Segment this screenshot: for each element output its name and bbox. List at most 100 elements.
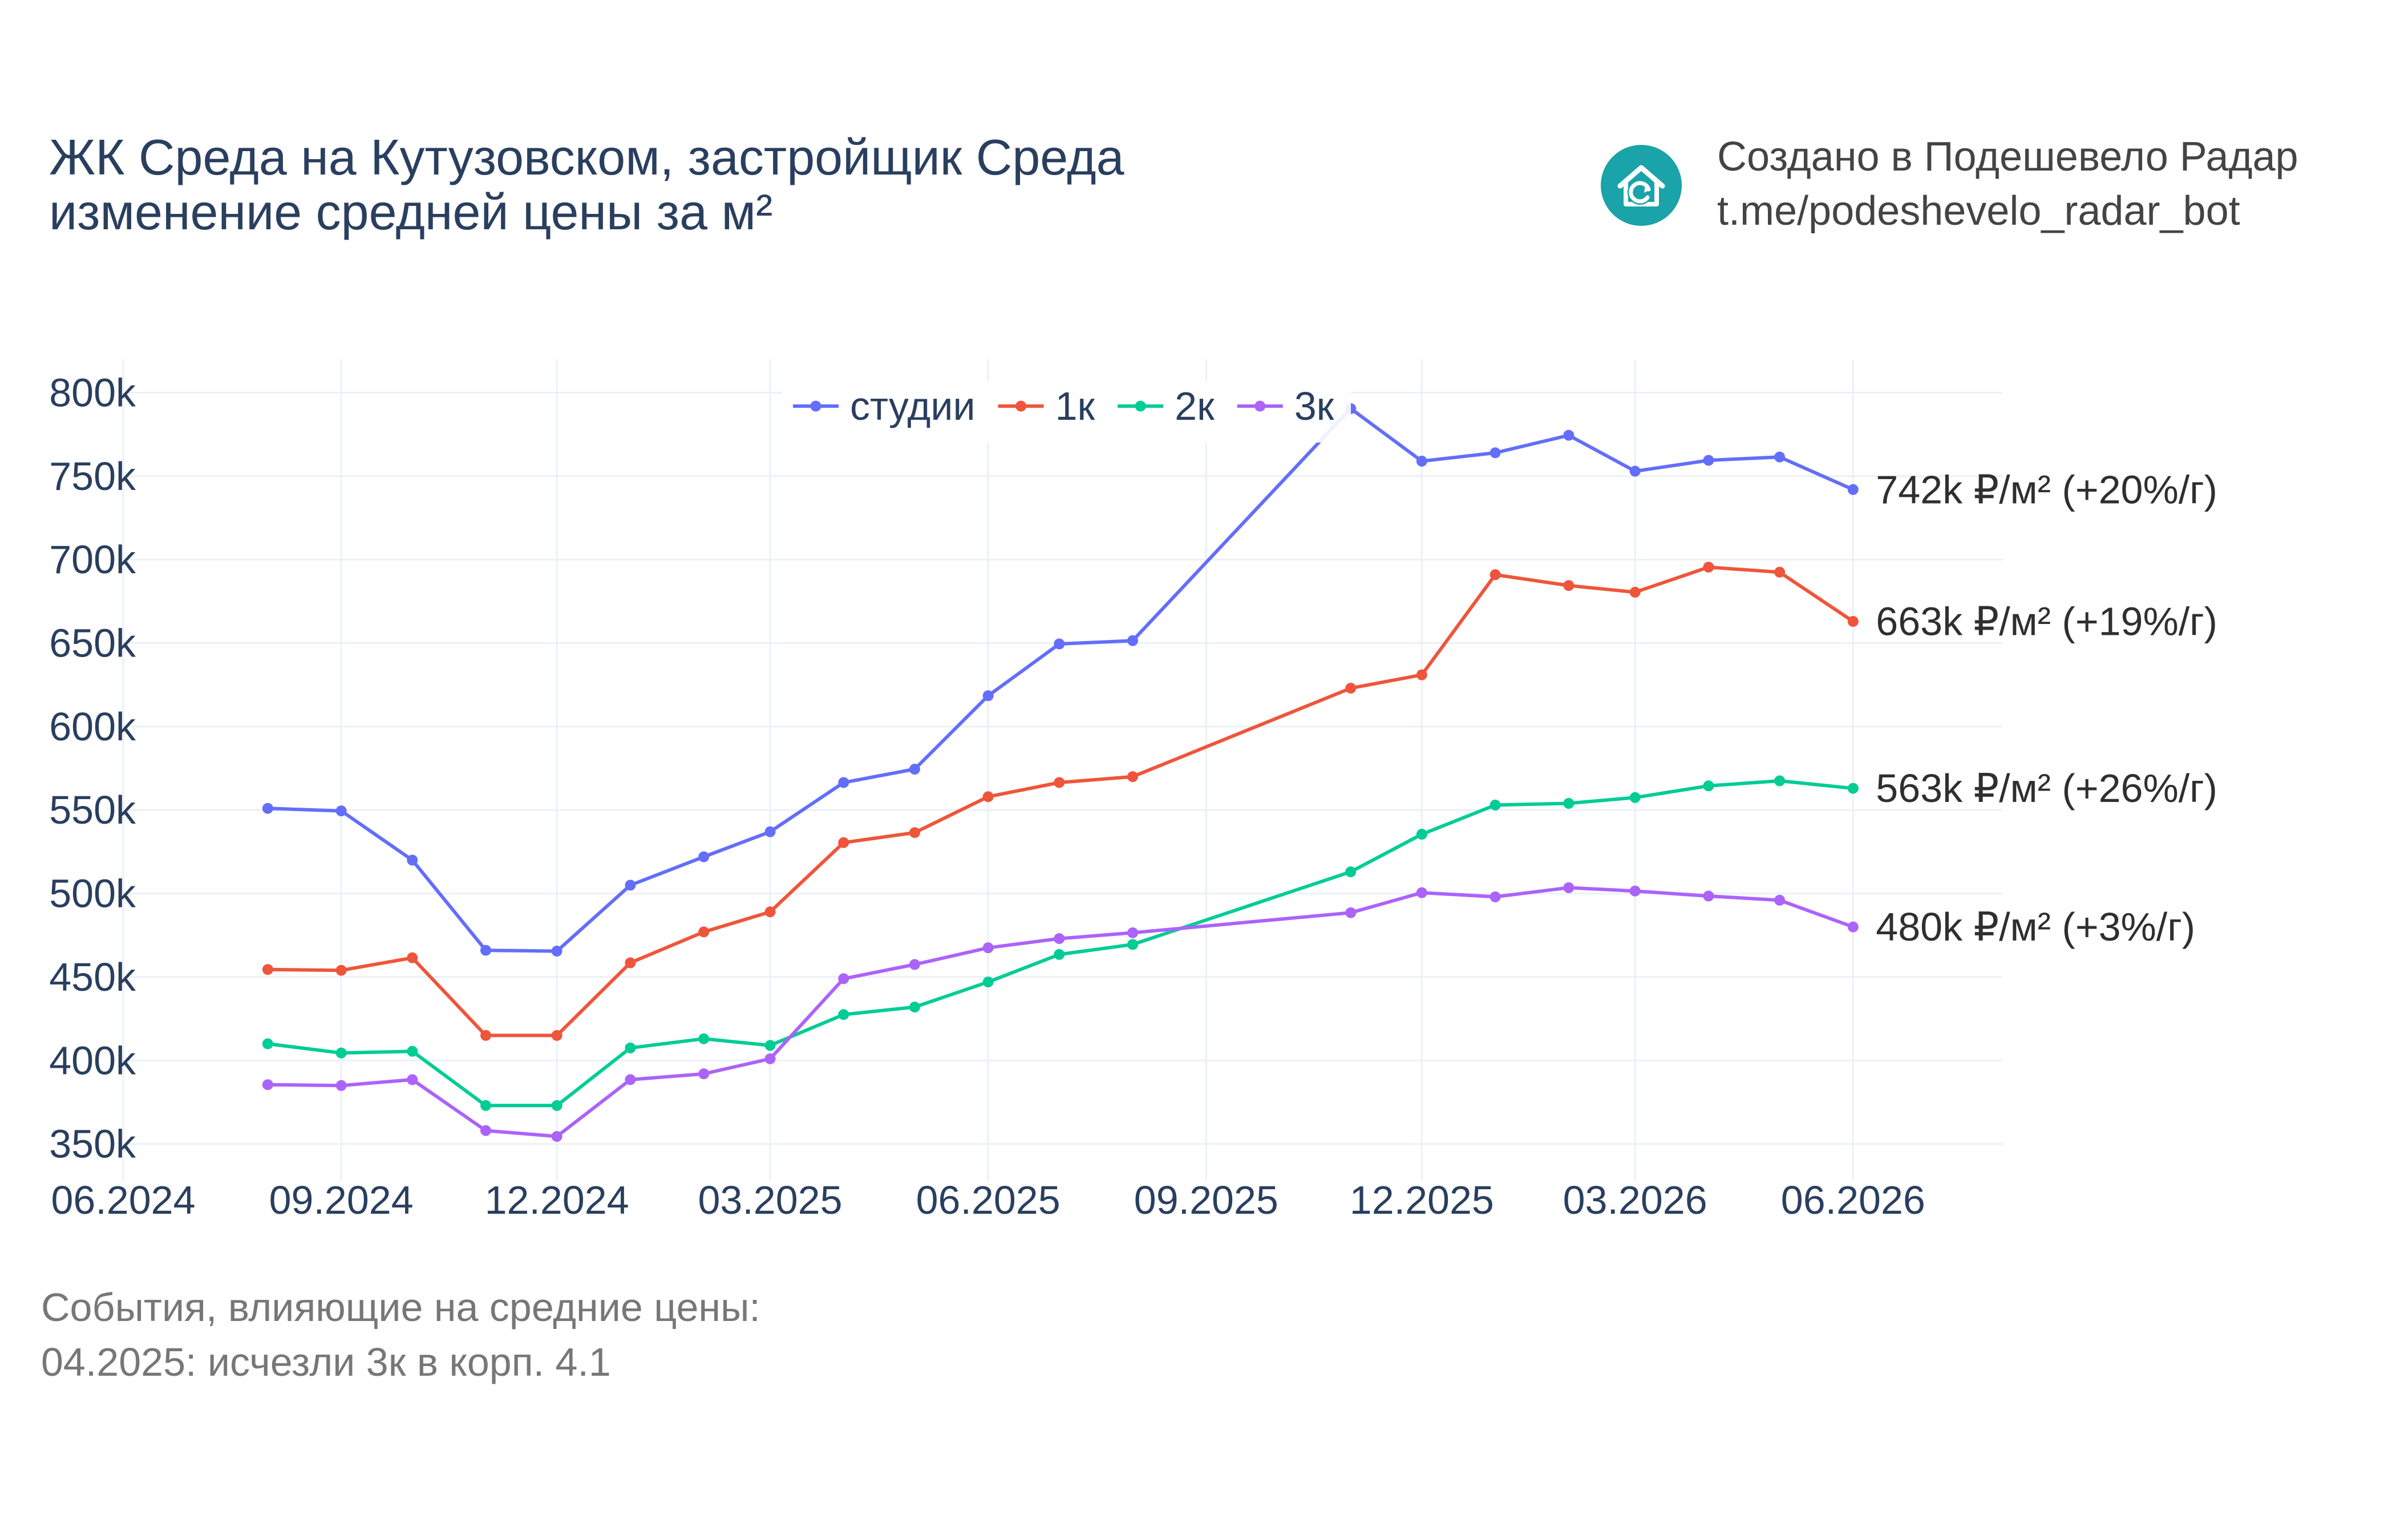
- data-point: [625, 1042, 636, 1053]
- legend-item-2к: 2к: [1118, 384, 1215, 428]
- data-point: [909, 827, 920, 838]
- data-point: [838, 1009, 849, 1020]
- data-point: [1416, 669, 1427, 680]
- y-tick-label: 450k: [49, 955, 136, 999]
- x-tick-label: 12.2025: [1350, 1178, 1494, 1222]
- data-point: [1703, 780, 1714, 792]
- legend-label: 1к: [1055, 384, 1095, 428]
- data-point: [1703, 455, 1714, 466]
- data-point: [1703, 890, 1714, 902]
- data-point: [1774, 894, 1786, 906]
- end-label: 480k ₽/м² (+3%/г): [1876, 905, 2195, 949]
- data-point: [262, 1079, 273, 1091]
- data-point: [480, 945, 492, 956]
- credit-line-1: Создано в Подешевело Радар: [1717, 134, 2298, 180]
- data-point: [551, 1100, 562, 1111]
- data-point: [407, 1074, 418, 1085]
- data-point: [982, 976, 994, 988]
- chart-title: ЖК Среда на Кутузовском, застройщик Сред…: [49, 130, 1124, 240]
- data-point: [1345, 683, 1357, 694]
- y-tick-label: 400k: [49, 1038, 136, 1083]
- data-point: [1774, 566, 1786, 578]
- data-point: [551, 1130, 562, 1142]
- data-point: [1416, 887, 1427, 898]
- data-point: [335, 964, 347, 976]
- y-tick-label: 550k: [49, 788, 136, 832]
- data-point: [838, 777, 849, 788]
- data-point: [1416, 456, 1427, 467]
- x-tick-label: 12.2024: [485, 1178, 629, 1222]
- data-point: [1629, 465, 1641, 477]
- data-point: [838, 973, 849, 984]
- data-point: [909, 764, 920, 775]
- legend-swatch-marker: [1015, 400, 1027, 412]
- data-point: [407, 952, 418, 963]
- data-point: [1054, 933, 1065, 945]
- data-point: [764, 906, 776, 918]
- legend-swatch-marker: [810, 400, 821, 412]
- title-line-1: ЖК Среда на Кутузовском, застройщик Сред…: [49, 129, 1124, 185]
- data-point: [1847, 484, 1859, 495]
- data-point: [1127, 927, 1139, 938]
- data-point: [1490, 799, 1501, 810]
- events-block: События, влияющие на средние цены: 04.20…: [41, 1280, 760, 1389]
- events-heading: События, влияющие на средние цены:: [41, 1285, 760, 1330]
- data-point: [551, 946, 562, 957]
- data-point: [1345, 907, 1357, 918]
- x-tick-label: 09.2024: [269, 1178, 414, 1222]
- data-point: [1703, 561, 1714, 573]
- data-point: [698, 851, 710, 862]
- credit-block: Создано в Подешевело Радар t.me/podeshev…: [1717, 130, 2298, 238]
- house-refresh-icon: [1601, 145, 1682, 226]
- credit-link[interactable]: t.me/podeshevelo_radar_bot: [1717, 188, 2240, 234]
- data-point: [480, 1030, 492, 1041]
- data-point: [407, 1045, 418, 1057]
- data-point: [1563, 882, 1575, 893]
- data-point: [480, 1125, 492, 1136]
- data-point: [1629, 586, 1641, 598]
- data-point: [480, 1100, 492, 1111]
- series-line: [268, 407, 1854, 953]
- y-tick-label: 700k: [49, 537, 136, 582]
- data-point: [1563, 580, 1575, 591]
- data-point: [1563, 798, 1575, 809]
- series-line: [268, 886, 1854, 1138]
- data-point: [1563, 429, 1575, 441]
- y-tick-label: 500k: [49, 872, 136, 916]
- data-point: [1416, 829, 1427, 840]
- end-label: 663k ₽/м² (+19%/г): [1876, 599, 2217, 644]
- y-tick-label: 800k: [49, 371, 136, 415]
- series-line: [268, 565, 1854, 1038]
- end-label: 563k ₽/м² (+26%/г): [1876, 766, 2217, 810]
- legend-item-студии: студии: [793, 384, 976, 428]
- data-point: [1629, 885, 1641, 897]
- series-студии: [262, 403, 1859, 957]
- legend-swatch-marker: [1135, 400, 1146, 412]
- data-point: [764, 1040, 776, 1051]
- x-tick-label: 03.2025: [698, 1178, 842, 1222]
- x-tick-label: 06.2025: [916, 1178, 1061, 1222]
- data-point: [1774, 775, 1786, 787]
- data-point: [262, 1038, 273, 1049]
- title-line-2: изменение средней цены за м²: [49, 184, 773, 240]
- data-point: [262, 803, 273, 814]
- data-point: [407, 854, 418, 866]
- end-label: 742k ₽/м² (+20%/г): [1876, 467, 2217, 512]
- data-point: [625, 1074, 636, 1085]
- data-point: [1847, 783, 1859, 794]
- data-point: [1490, 891, 1501, 902]
- x-tick-label: 09.2025: [1134, 1178, 1278, 1222]
- legend-swatch-marker: [1254, 400, 1266, 412]
- data-point: [1127, 939, 1139, 950]
- series-layer: [262, 403, 1859, 1142]
- series-3к: [262, 882, 1859, 1142]
- data-point: [1847, 921, 1859, 933]
- end-labels: 742k ₽/м² (+20%/г) 663k ₽/м² (+19%/г) 563k…: [1876, 467, 2217, 949]
- data-point: [982, 690, 994, 702]
- legend-item-1к: 1к: [998, 384, 1095, 428]
- data-point: [335, 805, 347, 817]
- data-point: [335, 1047, 347, 1059]
- data-point: [982, 942, 994, 954]
- data-point: [698, 1068, 710, 1080]
